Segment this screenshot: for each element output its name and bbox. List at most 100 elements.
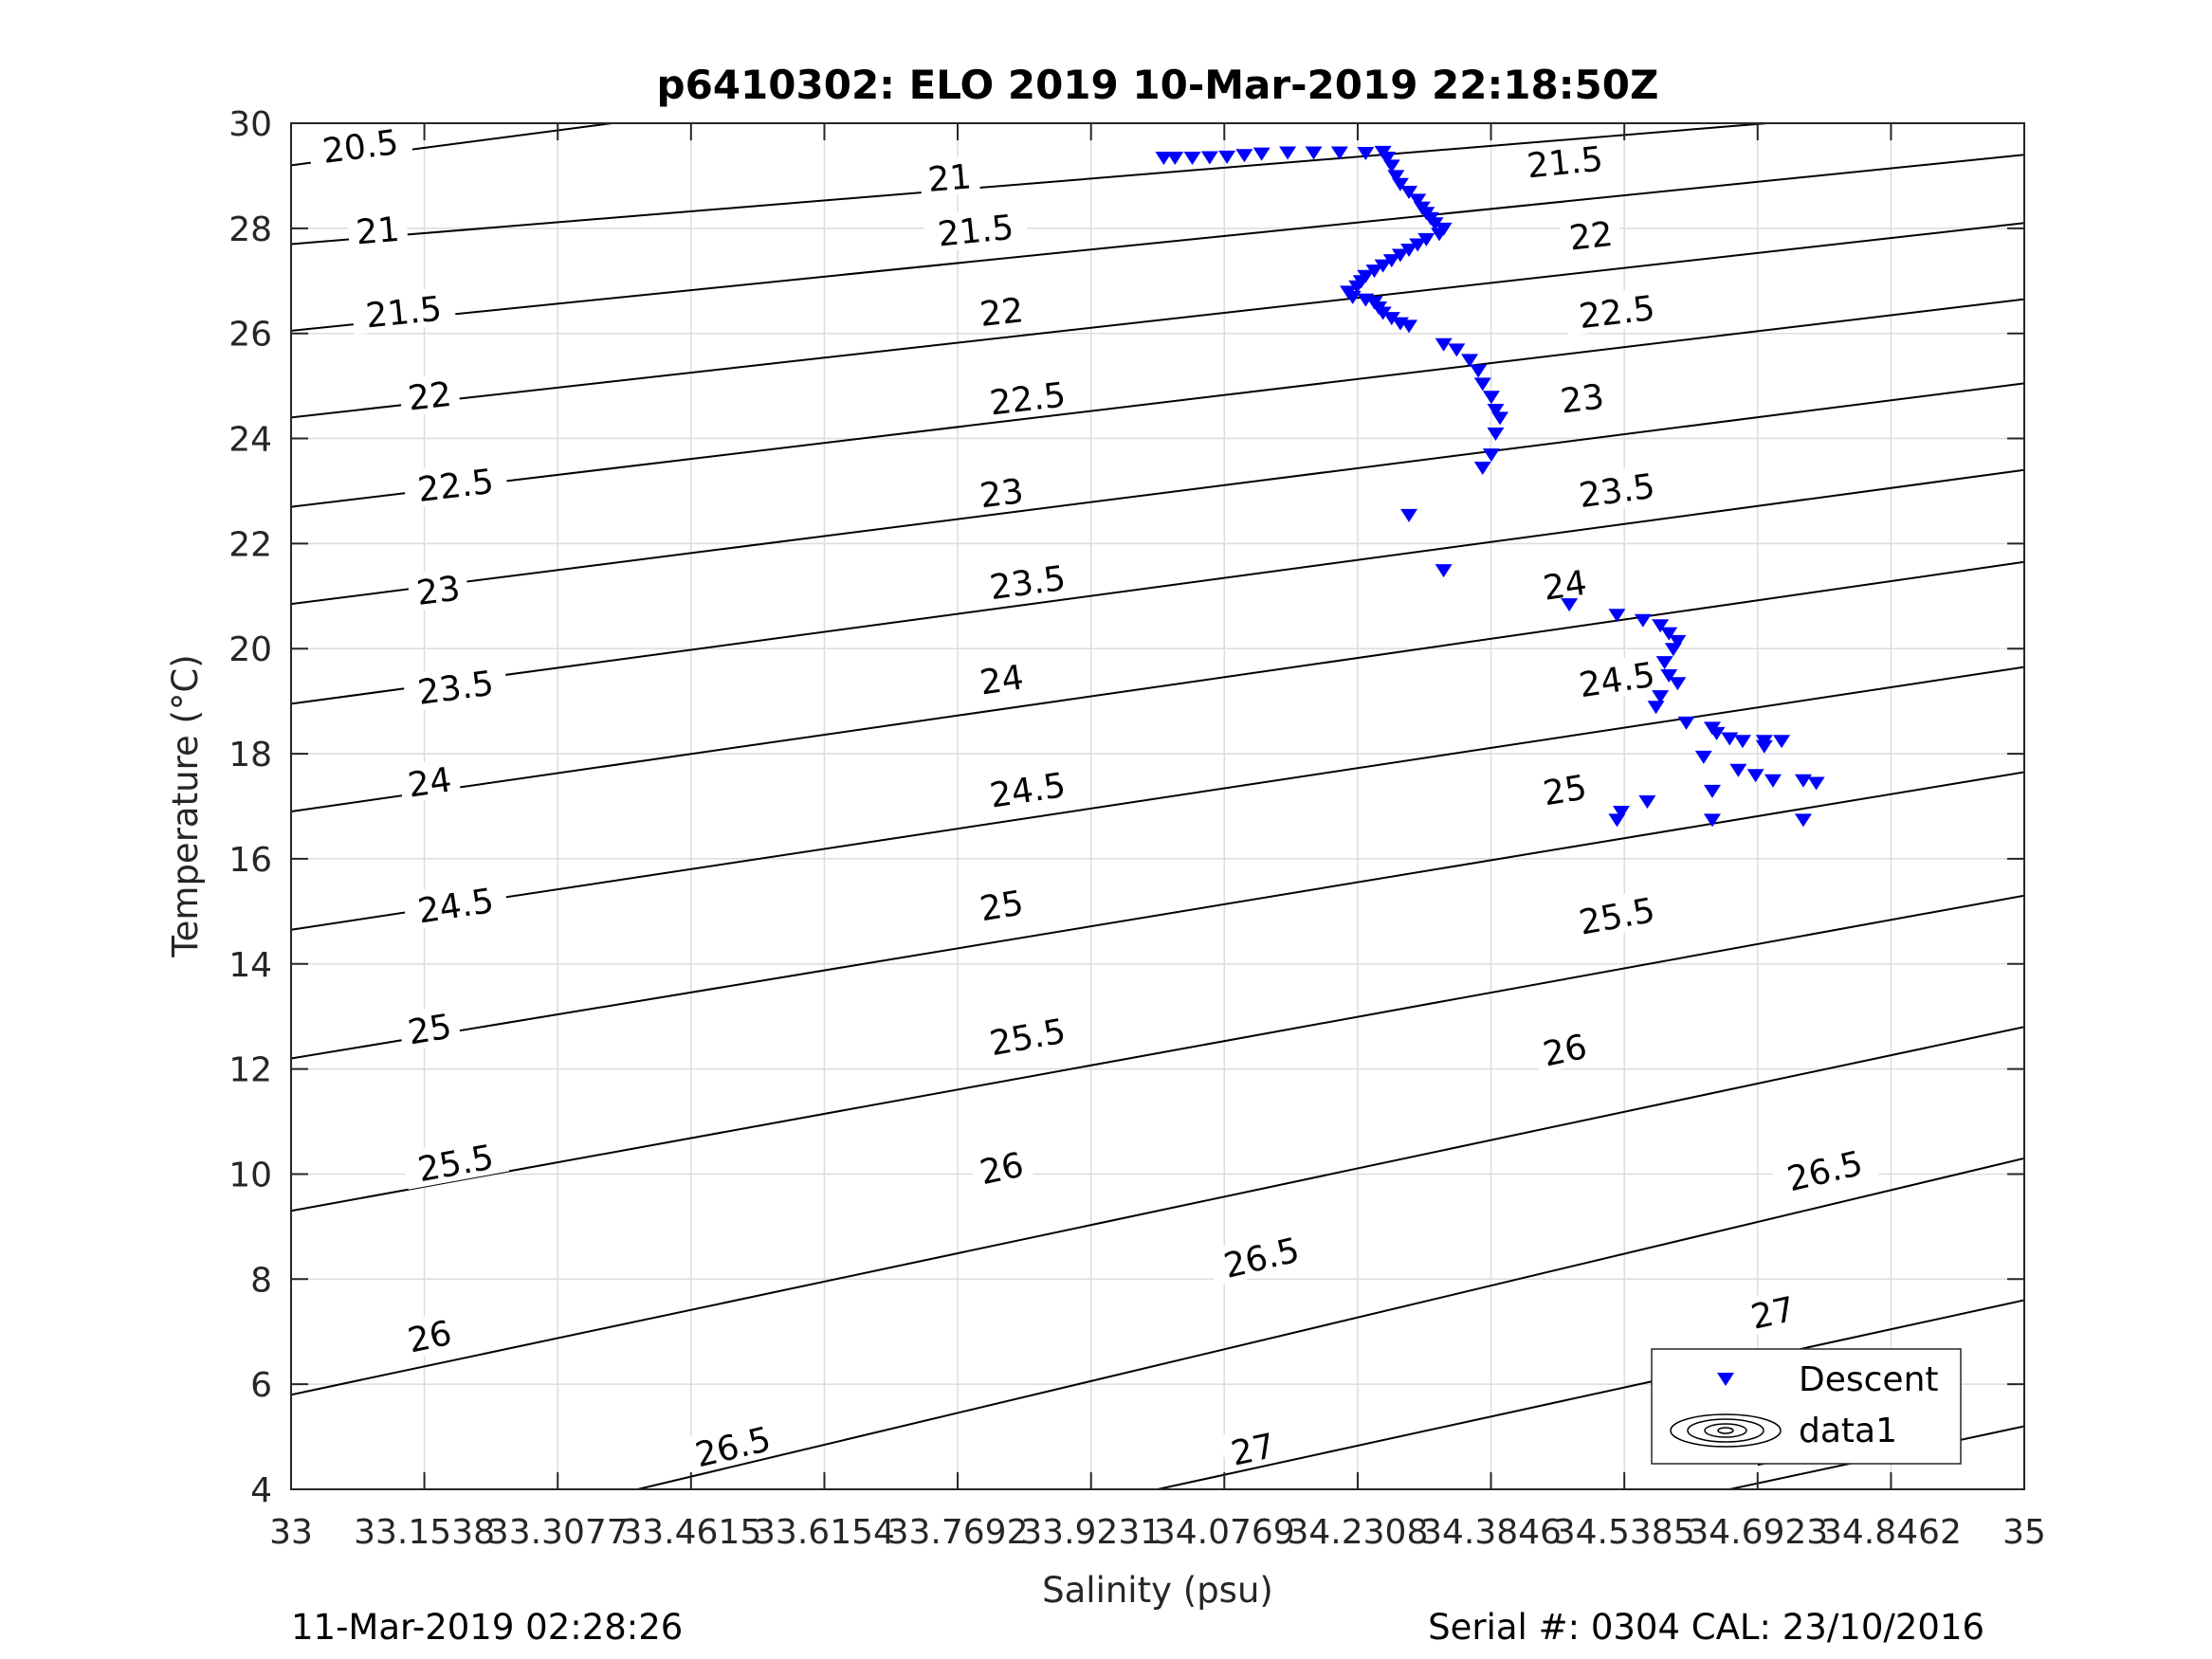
contour-label: 27	[1739, 1286, 1806, 1338]
descent-point	[1473, 462, 1491, 476]
descent-point	[1746, 769, 1764, 783]
x-axis-ticks: 33 33.153833.307733.461533.615433.769233.…	[269, 123, 2046, 1552]
chart-title: p6410302: ELO 2019 10-Mar-2019 22:18:50Z	[657, 62, 1659, 108]
contour-label-bg	[1770, 1139, 1879, 1200]
y-tick-label: 6	[250, 1366, 272, 1405]
descent-point	[1409, 238, 1427, 252]
contour-line	[291, 771, 2024, 1060]
contour-label-text: 21	[926, 157, 973, 200]
contour-label-text: 25	[1541, 768, 1590, 813]
y-tick-label: 12	[229, 1051, 272, 1090]
footer-serial-cal: Serial #: 0304 CAL: 23/10/2016	[1428, 1607, 1984, 1648]
descent-point	[1400, 508, 1418, 522]
descent-point	[1391, 248, 1409, 263]
contour-label-bg	[970, 288, 1033, 333]
descent-point	[1387, 170, 1405, 184]
descent-point	[1638, 794, 1656, 809]
contour-label: 25	[397, 1004, 462, 1053]
descent-point	[1794, 813, 1812, 828]
contour-label-text: 24	[978, 658, 1026, 702]
descent-point	[1807, 776, 1825, 791]
x-tick-label: 34.2308	[1288, 1513, 1429, 1552]
descent-point	[1733, 735, 1751, 749]
contour-label-text: 21.5	[1526, 140, 1605, 187]
contour-label: 23	[969, 468, 1033, 516]
contour-label: 26.5	[1770, 1139, 1879, 1200]
x-tick-label: 33.4615	[620, 1513, 761, 1552]
descent-point	[1400, 186, 1418, 200]
legend-contour-icon	[1670, 1413, 1782, 1448]
x-tick-label: 33.3077	[487, 1513, 629, 1552]
x-tick-label: 33.7692	[887, 1513, 1029, 1552]
contour-label: 21	[346, 208, 409, 252]
contour-label: 23	[1550, 374, 1614, 422]
descent-point	[1166, 152, 1184, 166]
contour-label: 21.5	[1511, 137, 1618, 187]
contour-label-bg	[402, 459, 509, 509]
descent-point	[1374, 259, 1392, 273]
descent-point	[1664, 643, 1682, 657]
descent-point	[1344, 290, 1362, 304]
contour-label: 22	[1559, 211, 1622, 259]
contour-label-text: 24.5	[987, 766, 1068, 816]
x-tick-label: 33.6154	[754, 1513, 895, 1552]
descent-points	[1155, 145, 1825, 828]
contour-label: 25	[1532, 765, 1598, 813]
descent-point	[1200, 151, 1218, 165]
contour-label-text: 25.5	[987, 1012, 1069, 1065]
descent-point	[1183, 152, 1201, 166]
descent-point	[1417, 232, 1435, 246]
x-tick-label: 33	[269, 1513, 313, 1552]
contour-label-text: 23	[1559, 377, 1607, 421]
contour-label-bg	[1532, 765, 1598, 812]
contour-label: 26	[396, 1310, 463, 1361]
contour-label: 22	[970, 288, 1033, 335]
contour-line	[291, 222, 2024, 419]
legend-descent-label: Descent	[1799, 1360, 1939, 1399]
contour-label-bg	[969, 881, 1033, 928]
contour-label-bg	[974, 762, 1081, 815]
contour-label-text: 27	[1228, 1427, 1279, 1474]
y-tick-label: 10	[229, 1156, 272, 1194]
grid-lines	[291, 123, 2024, 1489]
descent-point	[1703, 784, 1721, 798]
descent-point	[1647, 701, 1665, 715]
contour-label-text: 27	[1747, 1290, 1799, 1338]
descent-point	[1669, 677, 1687, 691]
legend: Descent data1	[1651, 1348, 1962, 1465]
contour-label: 25.5	[973, 1008, 1082, 1065]
contour-line	[291, 1026, 2024, 1396]
contour-label: 21.5	[923, 205, 1029, 255]
y-tick-label: 14	[229, 946, 272, 985]
contour-line	[1157, 1299, 2024, 1489]
contour-label-bg	[350, 286, 457, 335]
contour-label-bg	[401, 1134, 510, 1190]
descent-point	[1448, 343, 1466, 357]
x-tick-label: 34.6923	[1687, 1513, 1828, 1552]
descent-point	[1426, 217, 1444, 231]
descent-point	[1721, 732, 1739, 746]
contour-label-bg	[397, 757, 462, 804]
descent-point	[1608, 609, 1626, 623]
contour-label: 25	[969, 881, 1033, 929]
descent-point	[1473, 377, 1491, 392]
descent-point	[1400, 244, 1418, 258]
contour-label-text: 26.5	[1220, 1231, 1303, 1285]
contour-label: 26.5	[1207, 1226, 1316, 1287]
contour-label: 22.5	[402, 459, 509, 510]
descent-point	[1708, 726, 1726, 740]
contour-label-text: 25.5	[1576, 891, 1657, 943]
contour-label: 21.5	[350, 286, 457, 336]
descent-point	[1794, 774, 1812, 788]
contour-label-text: 24	[406, 760, 454, 805]
contour-label-bg	[1531, 1024, 1598, 1074]
descent-point	[1482, 391, 1500, 405]
descent-point	[1435, 337, 1453, 352]
contour-label: 24.5	[974, 762, 1081, 816]
descent-point	[1252, 147, 1271, 161]
descent-point	[1660, 627, 1678, 641]
descent-point	[1330, 146, 1348, 160]
descent-point	[1561, 598, 1579, 612]
contour-label-text: 26.5	[1783, 1144, 1866, 1199]
descent-point	[1382, 312, 1400, 326]
